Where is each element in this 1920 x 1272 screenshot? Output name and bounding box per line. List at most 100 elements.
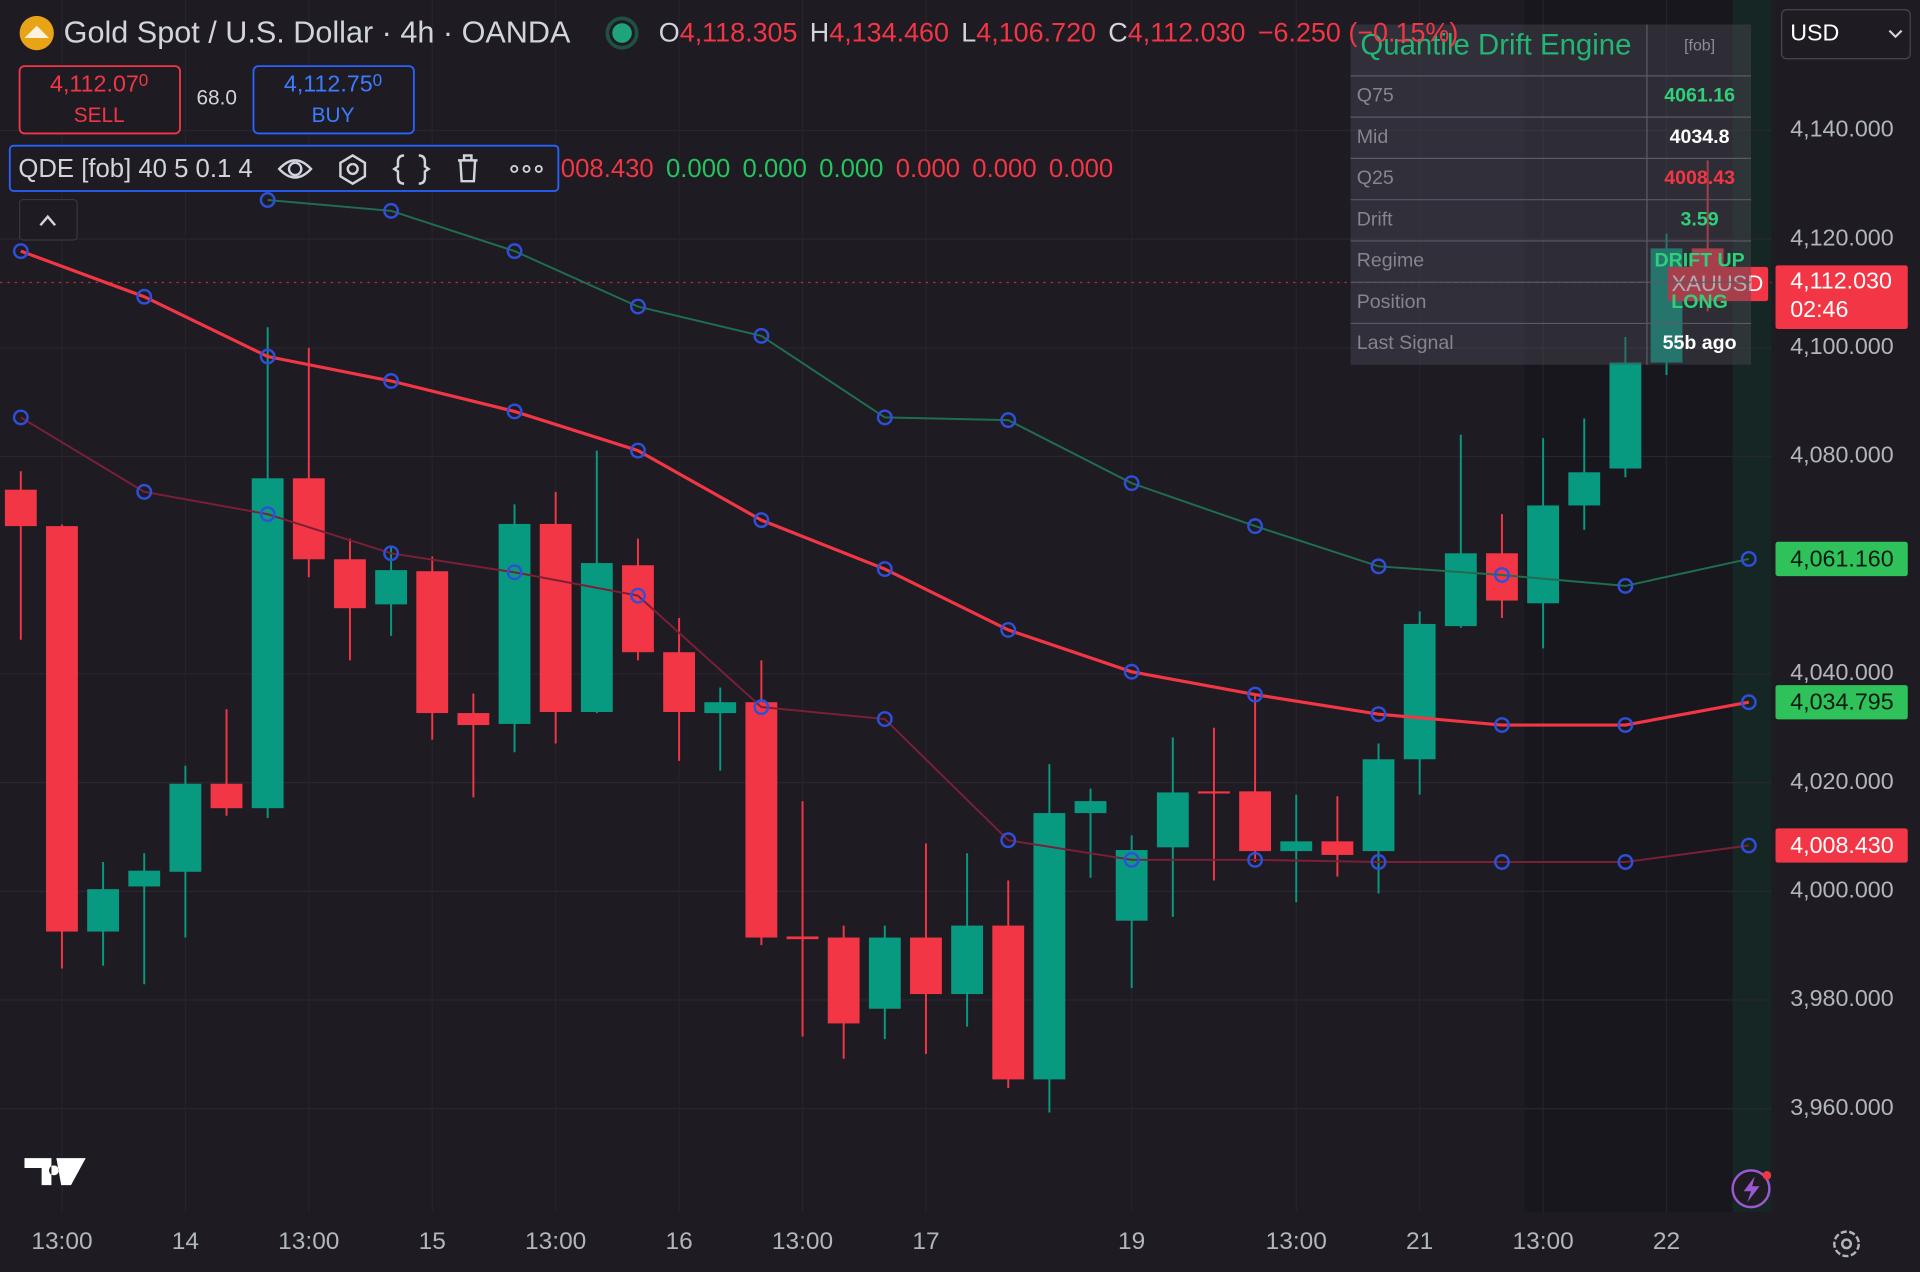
line-marker <box>1000 621 1017 638</box>
table-row-value: DRIFT UP <box>1654 250 1744 272</box>
line-marker <box>1123 851 1140 868</box>
buy-button[interactable] <box>252 65 415 135</box>
eye-icon[interactable] <box>277 159 313 179</box>
candle-body <box>1609 362 1642 469</box>
collapse-button[interactable] <box>18 198 78 241</box>
line-marker <box>506 403 523 420</box>
x-tick-label: 21 <box>1406 1228 1433 1255</box>
indicator-value: 0.000 <box>1049 155 1113 183</box>
line-marker <box>1247 518 1264 535</box>
table-row-label: Q75 <box>1357 85 1394 107</box>
y-axis-panel <box>1771 0 1920 1213</box>
dropdown-chevron[interactable] <box>1888 29 1903 39</box>
candle-body <box>1444 553 1477 627</box>
x-tick-label: 17 <box>912 1228 939 1255</box>
table-title: Quantile Drift Engine <box>1360 28 1631 61</box>
buy-price-tail[interactable]: 0 <box>373 69 383 89</box>
table-row-value: 3.59 <box>1681 208 1719 230</box>
settings-gear-hub[interactable] <box>1841 1238 1853 1250</box>
ohlc-label: L <box>961 17 976 47</box>
line-marker <box>876 561 893 578</box>
table-bg <box>1350 24 1752 365</box>
line-marker <box>1617 577 1634 594</box>
candle-body <box>910 937 942 995</box>
collapse-chevron[interactable] <box>39 214 57 227</box>
sell-price-main[interactable]: 4,112.07 <box>50 71 139 97</box>
settings-gear[interactable] <box>1833 1230 1860 1258</box>
line-marker <box>383 545 400 562</box>
line-marker <box>1617 717 1634 733</box>
line-marker <box>259 506 276 523</box>
signal-strip <box>1732 0 1772 1213</box>
ohlc-value: 4,134.460 <box>829 17 949 47</box>
y-tick-label: 4,000.000 <box>1790 876 1894 902</box>
table-row-label: Regime <box>1357 250 1425 272</box>
candle-body <box>868 937 901 1009</box>
indicator-value: 0.000 <box>666 155 730 183</box>
candle-body <box>87 889 120 932</box>
table-row-label: Position <box>1357 291 1427 313</box>
line-marker <box>630 587 646 604</box>
delete-icon[interactable] <box>457 154 478 183</box>
currency-label[interactable]: USD <box>1790 19 1839 45</box>
x-tick-label: 19 <box>1118 1228 1145 1255</box>
y-tick-label: 4,020.000 <box>1790 768 1894 794</box>
table-tag: [fob] <box>1684 38 1715 55</box>
candle-body <box>292 478 325 560</box>
alert-bolt[interactable] <box>1743 1176 1760 1203</box>
more-icon-dot[interactable] <box>510 164 519 173</box>
candle-body <box>745 702 778 938</box>
source-icon[interactable] <box>392 154 431 185</box>
last-price-bg <box>1775 265 1908 329</box>
candle-body <box>622 565 654 653</box>
countdown-label: 02:46 <box>1790 296 1848 322</box>
candle-body <box>46 526 78 932</box>
line-marker <box>506 564 523 581</box>
buy-label[interactable]: BUY <box>312 104 355 127</box>
more-icon-dot[interactable] <box>534 164 543 173</box>
candle-body <box>786 936 819 940</box>
market-status <box>612 23 632 43</box>
ohlc-label: O <box>659 17 680 47</box>
line-marker <box>136 483 153 500</box>
settings-icon[interactable] <box>339 154 367 186</box>
sell-price[interactable]: 4,112.070 <box>50 69 148 97</box>
candle-body <box>128 870 161 887</box>
line-marker <box>753 327 770 344</box>
currency-dropdown[interactable] <box>1781 9 1911 60</box>
x-tick-label: 15 <box>419 1228 446 1255</box>
table-row-label: Last Signal <box>1357 332 1454 354</box>
line-marker <box>1370 706 1387 723</box>
ohlc-label: C <box>1108 17 1127 47</box>
line-marker <box>1123 475 1140 492</box>
indicator-value: 008.430 <box>561 155 654 183</box>
table-row-value: 4034.8 <box>1670 126 1730 148</box>
y-tick-label: 4,140.000 <box>1790 116 1894 142</box>
line-marker <box>383 202 400 219</box>
line-marker <box>12 243 29 260</box>
buy-price-main[interactable]: 4,112.75 <box>284 71 373 97</box>
symbol-tag: XAUUSD <box>1672 271 1764 296</box>
candle-body <box>169 783 202 872</box>
candle-body <box>1527 505 1560 604</box>
table-row-label: Drift <box>1357 208 1393 230</box>
candle-body <box>1239 791 1272 852</box>
sell-price-tail[interactable]: 0 <box>139 69 149 89</box>
line-marker <box>1247 686 1264 703</box>
indicator-value: 0.000 <box>743 155 807 183</box>
sell-button[interactable] <box>18 65 181 135</box>
buy-price[interactable]: 4,112.750 <box>284 69 382 97</box>
candle-body <box>1568 472 1601 506</box>
indicator-name: QDE [fob] 40 5 0.1 4 <box>18 155 252 183</box>
more-icon-dot[interactable] <box>522 164 531 173</box>
line-marker <box>876 711 893 728</box>
table-row-value: 4061.16 <box>1664 85 1735 107</box>
line-marker <box>1370 854 1387 870</box>
x-axis-panel <box>0 1212 1920 1272</box>
quantile-line <box>20 249 1750 727</box>
line-marker <box>1123 663 1140 680</box>
sell-label[interactable]: SELL <box>74 104 125 127</box>
symbol-icon-glyph <box>24 25 49 38</box>
